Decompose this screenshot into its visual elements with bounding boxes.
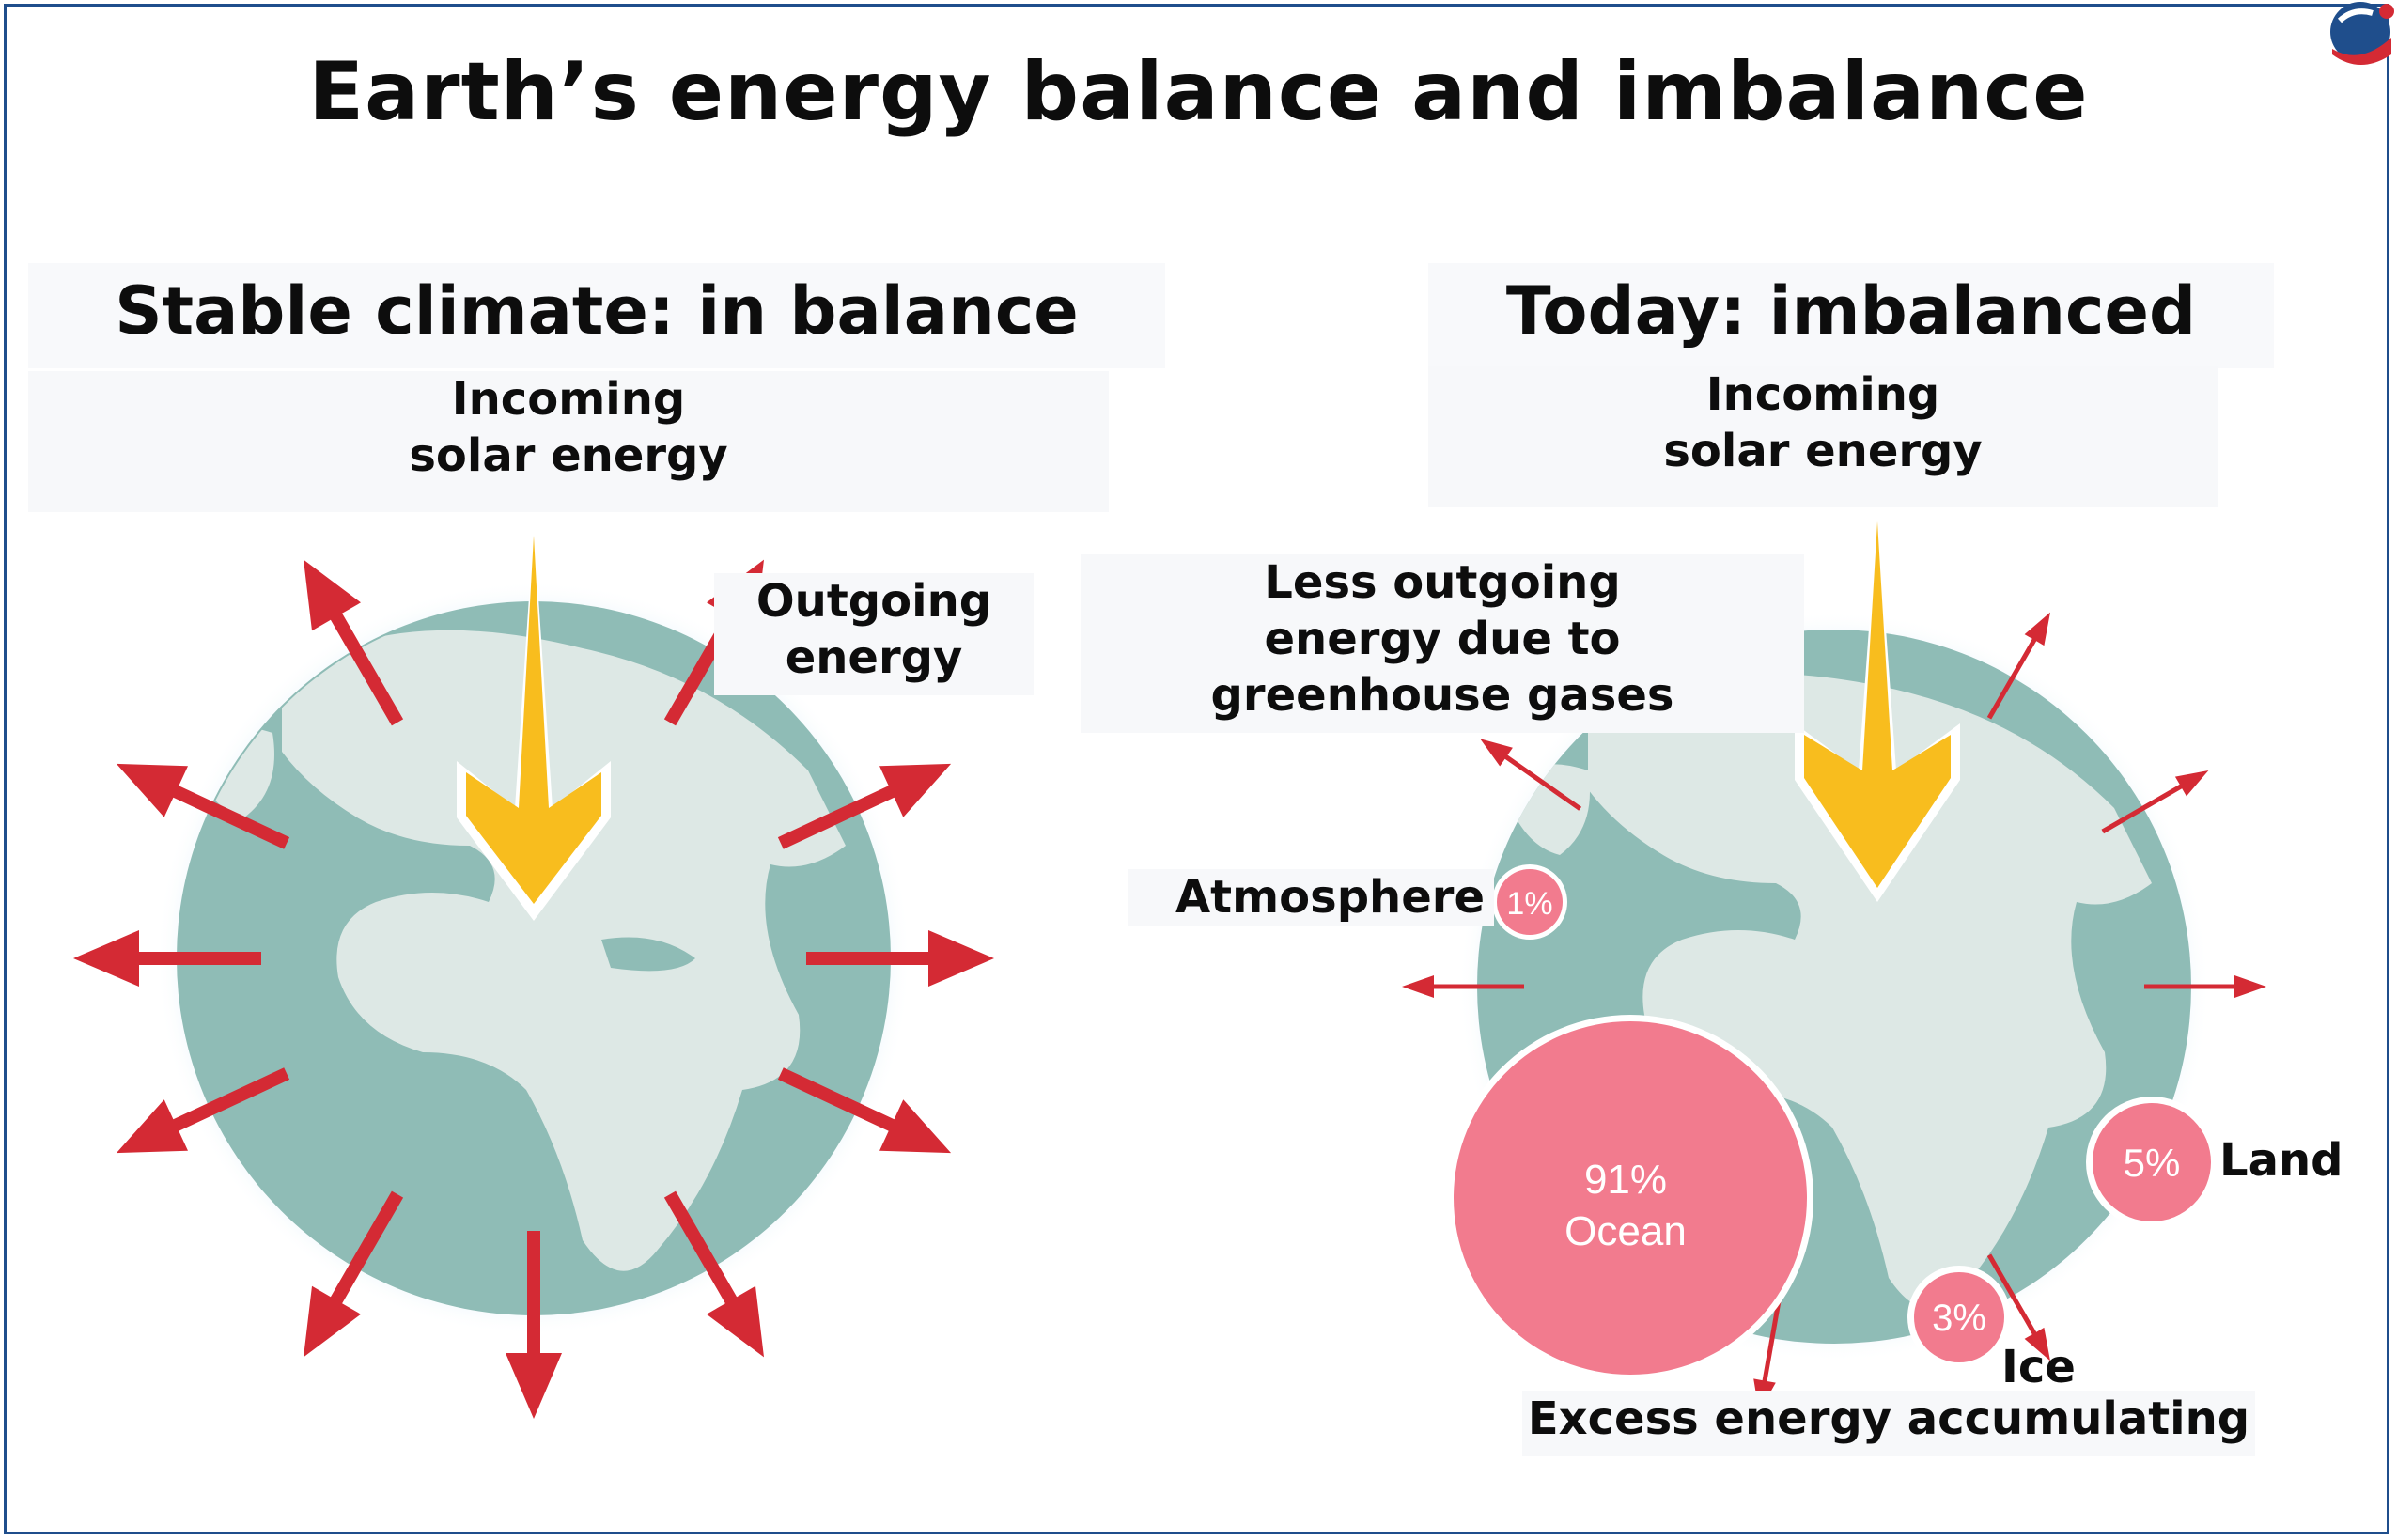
bubble-ocean-percent: 91% xyxy=(1584,1157,1667,1203)
brand-logo xyxy=(2330,2,2394,65)
left-outgoing-arrow-3 xyxy=(116,763,290,849)
excess-energy-label: Excess energy accumulating xyxy=(1522,1391,2255,1456)
right-outgoing-arrow-6 xyxy=(2144,975,2266,998)
bubble-atmosphere: 1% xyxy=(1492,864,1567,940)
right-less-outgoing-label: Less outgoing energy due to greenhouse g… xyxy=(1081,554,1804,733)
right-incoming-solar-arrow xyxy=(1795,512,1960,902)
right-outgoing-arrow-5 xyxy=(1402,975,1524,998)
outer-frame xyxy=(4,4,2389,1534)
bubble-land-percent: 5% xyxy=(2124,1141,2181,1185)
bubble-ocean-name: Ocean xyxy=(1564,1208,1687,1254)
left-incoming-label: Incoming solar energy xyxy=(28,371,1109,512)
right-panel-heading: Today: imbalanced xyxy=(1428,263,2274,368)
right-outgoing-arrow-2 xyxy=(1986,612,2050,720)
left-outgoing-arrow-9 xyxy=(304,1190,404,1358)
right-outgoing-arrow-3 xyxy=(1480,739,1582,811)
left-outgoing-arrow-11 xyxy=(506,1231,562,1419)
bubble-ice: 3% xyxy=(1907,1266,2011,1369)
left-outgoing-arrow-4 xyxy=(777,763,952,849)
bubble-atmosphere-percent: 1% xyxy=(1506,886,1552,922)
left-outgoing-arrows xyxy=(73,559,994,1419)
right-globe xyxy=(1458,611,2210,1362)
left-outgoing-arrow-5 xyxy=(73,930,261,987)
right-incoming-label: Incoming solar energy xyxy=(1428,366,2218,507)
left-incoming-solar-arrow xyxy=(457,526,611,921)
land-label: Land xyxy=(2219,1134,2343,1187)
atmosphere-label: Atmosphere xyxy=(1128,869,1494,926)
right-outgoing-arrow-8 xyxy=(1753,1291,1783,1412)
right-outgoing-arrow-4 xyxy=(2101,770,2209,834)
diagram-title: Earth’s energy balance and imbalance xyxy=(308,45,2089,139)
left-outgoing-arrow-6 xyxy=(806,930,994,987)
left-outgoing-arrow-7 xyxy=(116,1067,290,1154)
bubble-land: 5% xyxy=(2086,1097,2218,1228)
left-globe xyxy=(156,581,911,1336)
left-outgoing-label: Outgoing energy xyxy=(714,573,1034,695)
left-outgoing-arrow-1 xyxy=(304,559,404,726)
left-outgoing-arrow-8 xyxy=(777,1067,952,1154)
left-outgoing-arrow-10 xyxy=(663,1190,764,1358)
ice-label: Ice xyxy=(2001,1341,2076,1393)
right-outgoing-arrow-7 xyxy=(1986,1253,2050,1361)
left-panel-heading: Stable climate: in balance xyxy=(28,263,1165,368)
bubble-ocean: 91% Ocean xyxy=(1447,1015,1813,1381)
bubble-ice-percent: 3% xyxy=(1932,1298,1986,1339)
